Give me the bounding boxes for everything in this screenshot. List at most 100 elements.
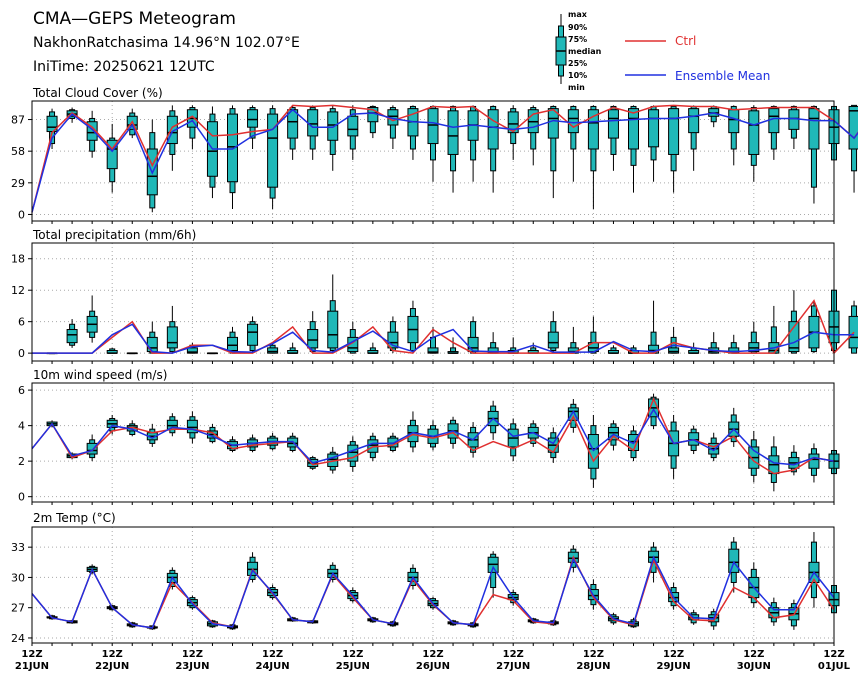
x-tick-hour: 12Z — [503, 649, 524, 660]
box-inner — [186, 419, 198, 434]
x-tick-date: 29JUN — [657, 661, 691, 672]
y-tick-label: 30 — [11, 571, 25, 584]
legend-box-p25: 25% — [568, 59, 587, 68]
box-plot — [106, 347, 118, 354]
box-inner — [467, 336, 479, 353]
box-plot — [808, 443, 820, 483]
x-tick-hour: 12Z — [583, 649, 604, 660]
box-plot — [347, 321, 359, 354]
box-plot — [186, 411, 198, 444]
y-tick-label: 0 — [18, 491, 25, 504]
box-inner — [166, 115, 178, 145]
box-inner — [648, 109, 660, 148]
x-tick-date: 30JUN — [737, 661, 771, 672]
panel-frame — [31, 526, 835, 644]
panel-frame — [31, 382, 835, 503]
box-plot — [487, 105, 499, 193]
box-plot — [607, 345, 619, 354]
box-inner — [86, 121, 98, 141]
box-inner — [728, 548, 740, 573]
box-plot — [547, 427, 559, 463]
box-plot — [247, 316, 259, 354]
box-plot — [487, 400, 499, 440]
box-inner — [688, 108, 700, 134]
legend-box-min: min — [568, 83, 585, 92]
box-plot — [527, 342, 539, 354]
box-plot — [808, 532, 820, 608]
box-plot — [728, 537, 740, 593]
panel-title-temp: 2m Temp (°C) — [33, 511, 116, 525]
box-inner — [247, 323, 259, 346]
box-inner — [427, 347, 439, 354]
box-inner — [748, 342, 760, 353]
box-inner — [347, 115, 359, 137]
box-inner — [327, 111, 339, 141]
panel-title-precip: Total precipitation (mm/6h) — [32, 228, 196, 242]
box-inner — [848, 105, 858, 150]
box-plot — [126, 352, 138, 355]
box-inner — [487, 109, 499, 150]
box-plot — [227, 105, 238, 209]
box-inner — [227, 336, 238, 352]
panel-title-wind: 10m wind speed (m/s) — [33, 368, 167, 382]
box-plot — [166, 305, 178, 354]
box-plot — [567, 326, 579, 354]
y-tick-label: 2 — [18, 455, 25, 468]
y-tick-label: 29 — [11, 177, 25, 190]
x-tick-hour: 12Z — [262, 649, 283, 660]
x-tick-hour: 12Z — [663, 649, 684, 660]
y-tick-label: 0 — [18, 347, 25, 360]
box-plot — [527, 105, 539, 166]
box-inner — [507, 111, 519, 134]
x-tick-date: 25JUN — [336, 661, 370, 672]
box-plot — [487, 332, 499, 354]
box-inner — [567, 109, 579, 134]
mean-series-line — [31, 108, 858, 213]
y-tick-label: 12 — [11, 284, 25, 297]
box-inner — [347, 444, 359, 462]
y-tick-label: 24 — [11, 632, 25, 645]
box-plot — [367, 342, 379, 354]
x-tick-hour: 12Z — [182, 649, 203, 660]
box-plot — [748, 105, 760, 182]
panel-precip: 0 6 12 18 — [11, 242, 858, 364]
box-inner — [808, 453, 820, 469]
box-inner — [66, 329, 78, 344]
ctrl-series-line — [31, 104, 858, 213]
box-plot — [607, 105, 619, 171]
mean-series-line — [31, 408, 835, 466]
box-plot — [848, 300, 858, 354]
box-plot — [708, 105, 720, 128]
box-plot — [587, 105, 599, 209]
box-inner — [547, 331, 559, 349]
box-plot — [46, 108, 58, 149]
y-tick-label: 6 — [18, 384, 25, 397]
box-inner — [307, 109, 319, 137]
x-tick-hour: 12Z — [743, 649, 764, 660]
box-plot — [768, 597, 780, 626]
x-tick-hour: 12Z — [342, 649, 363, 660]
x-tick-date: 27JUN — [496, 661, 530, 672]
box-plot — [407, 411, 419, 453]
box-plot — [467, 105, 479, 182]
box-plot — [808, 105, 820, 204]
box-legend: max 90% 75% median 25% 10% min — [555, 10, 602, 92]
box-plot — [387, 105, 399, 149]
box-inner — [607, 109, 619, 139]
panel-title-cloud: Total Cloud Cover (%) — [32, 86, 163, 100]
box-inner — [227, 113, 238, 183]
box-plot — [507, 105, 519, 160]
x-tick-date: 26JUN — [416, 661, 450, 672]
legend-box-p10: 10% — [568, 71, 587, 80]
box-plot — [106, 414, 118, 435]
legend-mean-label: Ensemble Mean — [675, 69, 770, 83]
box-plot — [507, 418, 519, 462]
box-plot — [668, 105, 680, 193]
box-plot — [748, 321, 760, 354]
box-plot — [267, 105, 279, 209]
box-plot — [487, 551, 499, 598]
box-plot — [86, 295, 98, 343]
box-plot — [668, 326, 680, 354]
legend-box-median: median — [568, 47, 602, 56]
